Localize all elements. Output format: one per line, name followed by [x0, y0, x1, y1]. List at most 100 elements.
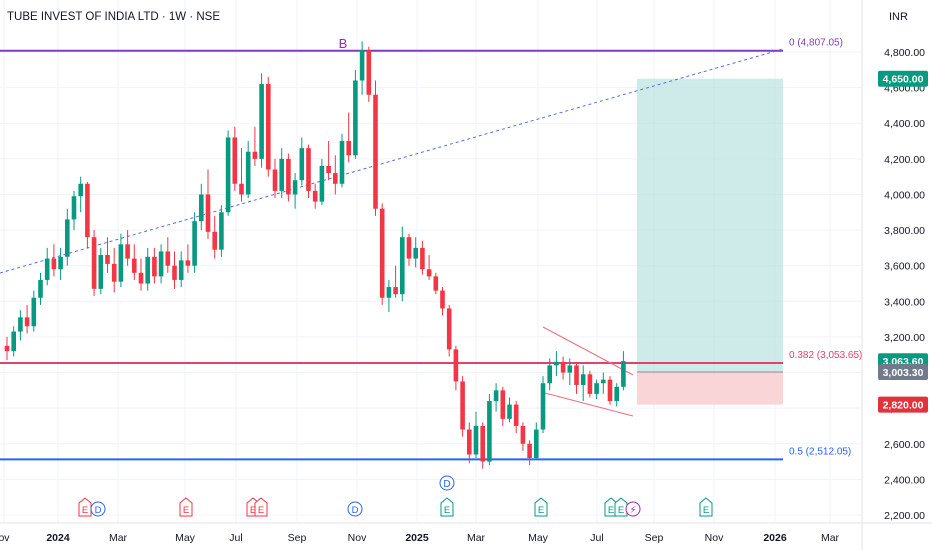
candle[interactable] — [132, 244, 137, 280]
candle[interactable] — [413, 237, 418, 268]
events-row[interactable]: E D E E E D E E E E ⚡ E — [78, 497, 713, 517]
candle[interactable] — [406, 233, 412, 266]
candle[interactable] — [607, 376, 613, 405]
candle[interactable] — [500, 386, 506, 426]
candle[interactable] — [65, 208, 70, 266]
candle[interactable] — [299, 137, 305, 186]
candle[interactable] — [38, 272, 43, 305]
candle[interactable] — [580, 365, 586, 402]
candle[interactable] — [85, 181, 90, 248]
candle[interactable] — [446, 304, 452, 357]
candle[interactable] — [78, 176, 83, 213]
candle[interactable] — [520, 422, 526, 451]
candle[interactable] — [98, 247, 104, 295]
candle[interactable] — [279, 148, 284, 199]
earnings-event-icon[interactable]: E — [254, 497, 268, 517]
candle[interactable] — [138, 258, 144, 291]
candle[interactable] — [366, 46, 372, 102]
candle[interactable] — [614, 383, 619, 407]
candle[interactable] — [165, 237, 171, 273]
candle[interactable] — [567, 358, 573, 386]
fibonacci-levels[interactable]: 0 (4,807.05) 0.382 (3,053.65) 0.5 (2,512.0… — [0, 38, 862, 461]
trend-line[interactable] — [0, 48, 784, 274]
dividend-event-icon[interactable]: D — [347, 501, 363, 517]
candle[interactable] — [185, 244, 191, 273]
candle[interactable] — [272, 158, 278, 199]
candle[interactable] — [145, 247, 150, 291]
candle[interactable] — [393, 265, 398, 298]
candle[interactable] — [24, 304, 30, 334]
candle[interactable] — [507, 397, 512, 423]
candle[interactable] — [333, 155, 338, 195]
earnings-event-icon[interactable]: E — [534, 497, 548, 517]
candle[interactable] — [58, 247, 63, 280]
candle[interactable] — [487, 393, 492, 466]
candle[interactable] — [326, 141, 331, 181]
candle[interactable] — [480, 422, 485, 469]
candle[interactable] — [379, 203, 385, 305]
candle[interactable] — [118, 233, 124, 288]
candle[interactable] — [192, 212, 197, 273]
time-axis[interactable]: ov 2024 Mar May Jul Sep Nov 2025 Mar May Jul Sep Nov… — [0, 532, 840, 544]
candle[interactable] — [587, 370, 593, 398]
candle[interactable] — [225, 130, 231, 216]
candle[interactable] — [239, 148, 244, 202]
candle[interactable] — [339, 133, 345, 188]
candle[interactable] — [560, 356, 566, 380]
candle[interactable] — [601, 372, 606, 394]
candle[interactable] — [433, 272, 439, 295]
candle[interactable] — [4, 336, 10, 361]
candle[interactable] — [44, 247, 50, 286]
candle[interactable] — [266, 76, 271, 177]
candle[interactable] — [105, 237, 110, 273]
candle[interactable] — [467, 422, 472, 464]
candle[interactable] — [232, 126, 238, 191]
candle[interactable] — [513, 401, 519, 434]
candle[interactable] — [400, 226, 405, 302]
position-target-zone[interactable] — [637, 78, 783, 372]
candle[interactable] — [286, 153, 291, 202]
candle[interactable] — [319, 158, 325, 206]
candles[interactable] — [4, 41, 626, 469]
wedge-upper-line[interactable] — [542, 326, 634, 376]
candle[interactable] — [493, 383, 499, 412]
candle[interactable] — [386, 279, 392, 312]
candle[interactable] — [178, 251, 184, 288]
earnings-event-icon[interactable]: E — [78, 497, 92, 517]
earnings-event-icon[interactable]: E — [179, 497, 193, 517]
candle[interactable] — [111, 247, 117, 293]
candle[interactable] — [554, 351, 559, 377]
earnings-event-icon[interactable]: E — [614, 497, 628, 517]
candle[interactable] — [534, 422, 539, 460]
candle[interactable] — [18, 310, 23, 341]
candle[interactable] — [199, 183, 204, 231]
candle[interactable] — [440, 287, 445, 316]
currency-label[interactable]: INR — [889, 11, 908, 23]
candle[interactable] — [574, 361, 579, 394]
candle[interactable] — [71, 190, 77, 231]
candle[interactable] — [353, 69, 358, 159]
position-stop-zone[interactable] — [637, 371, 783, 405]
candle[interactable] — [158, 244, 164, 284]
candle[interactable] — [292, 173, 298, 209]
candle[interactable] — [426, 255, 432, 280]
candle[interactable] — [259, 73, 264, 168]
candle[interactable] — [125, 230, 130, 266]
candle[interactable] — [473, 411, 479, 459]
candle[interactable] — [11, 326, 16, 357]
earnings-event-icon[interactable]: E — [699, 497, 713, 517]
split-event-icon[interactable]: ⚡ — [625, 501, 641, 517]
candle[interactable] — [152, 247, 157, 284]
candle[interactable] — [219, 205, 224, 257]
candle[interactable] — [306, 144, 311, 199]
candle[interactable] — [540, 376, 546, 434]
marker-d-icon[interactable] — [439, 475, 455, 491]
dividend-event-icon[interactable]: D — [90, 501, 106, 517]
marker-b[interactable]: B — [339, 36, 348, 51]
candle[interactable] — [359, 41, 365, 95]
candle[interactable] — [172, 251, 177, 289]
candle[interactable] — [31, 290, 37, 332]
wedge-lower-line[interactable] — [540, 391, 634, 417]
candle[interactable] — [245, 141, 251, 199]
